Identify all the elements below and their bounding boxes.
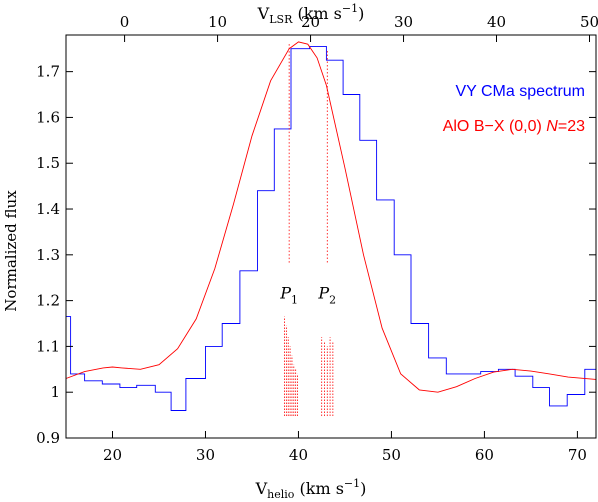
legend-entry-model: AlO B−X (0,0) N=23 [443, 118, 585, 135]
y-tick-label: 0.9 [36, 429, 60, 447]
x-axis-label-rest: (km s [294, 479, 344, 498]
x-tick-label: 70 [568, 446, 587, 464]
y-tick-label: 1 [50, 383, 60, 401]
y-tick-label: 1.3 [36, 246, 60, 264]
y-tick-label: 1.5 [36, 154, 60, 172]
x-tick-label: 60 [475, 446, 494, 464]
top-x-tick-label: 10 [208, 13, 227, 31]
top-x-axis-label: VLSR (km s−1) [257, 2, 365, 26]
x-tick-label: 40 [289, 446, 308, 464]
series-model-line [65, 41, 597, 393]
axis-ticks: 20 30 40 50 60 70 0 10 20 30 40 50 0.9 1 1.1 1.2 1.3 1.4 1… [36, 13, 598, 464]
annotations: P1 P2 [279, 44, 336, 306]
y-tick-label: 1.4 [36, 200, 60, 218]
legend-model-text: AlO B−X (0,0) [443, 118, 547, 135]
top-x-axis-label-main: V [257, 4, 270, 23]
top-x-axis-label-rest: (km s [292, 4, 342, 23]
top-x-tick-label: 30 [394, 13, 413, 31]
plot-frame [65, 34, 597, 439]
top-x-tick-label: 40 [487, 13, 506, 31]
legend: VY CMa spectrum AlO B−X (0,0) N=23 [443, 83, 585, 135]
series-layer [65, 41, 597, 411]
y-tick-label: 1.1 [36, 337, 60, 355]
y-tick-label: 1.6 [36, 108, 60, 126]
y-tick-label: 1.7 [36, 63, 60, 81]
top-x-tick-label: 0 [120, 13, 130, 31]
annotation-label-p1: P1 [279, 283, 298, 306]
x-axis-label: Vhelio (km s−1) [255, 477, 367, 501]
y-axis-label: Normalized flux [2, 190, 20, 312]
x-axis-label-close: ) [360, 479, 366, 498]
x-tick-label: 30 [196, 446, 215, 464]
legend-model-italic: N [546, 118, 558, 135]
legend-entry-spectrum: VY CMa spectrum [455, 83, 585, 100]
annotation-label-p2: P2 [317, 283, 336, 306]
x-tick-label: 50 [382, 446, 401, 464]
x-axis-label-main: V [255, 479, 268, 498]
legend-model-after: =23 [558, 118, 585, 135]
y-tick-label: 1.2 [36, 292, 60, 310]
top-x-tick-label: 20 [301, 13, 320, 31]
x-axis-label-sup: −1 [344, 477, 360, 490]
top-x-tick-label: 50 [580, 13, 598, 31]
top-x-axis-label-close: ) [358, 4, 364, 23]
top-x-axis-label-sub: LSR [269, 13, 293, 26]
series-spectrum-line [66, 45, 596, 411]
x-tick-label: 20 [103, 446, 122, 464]
x-axis-label-sub: helio [267, 488, 295, 501]
dotted-component-lines [284, 316, 334, 417]
top-x-axis-label-sup: −1 [342, 2, 358, 15]
